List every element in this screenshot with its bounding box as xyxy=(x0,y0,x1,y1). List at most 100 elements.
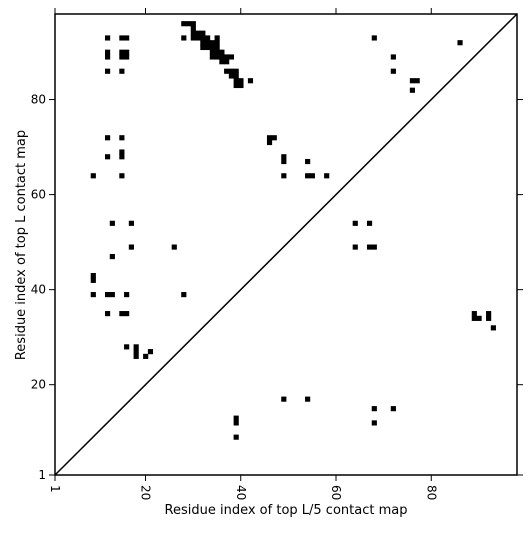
contact-point xyxy=(486,311,492,317)
contact-point xyxy=(190,25,196,32)
contact-point xyxy=(233,420,239,426)
contact-point xyxy=(214,40,220,46)
contact-point xyxy=(209,54,215,60)
contact-point xyxy=(414,78,420,84)
contact-point xyxy=(109,254,115,260)
x-tick-label: 1 xyxy=(48,485,62,493)
x-tick-label: 40 xyxy=(234,485,248,500)
contact-point xyxy=(233,73,239,79)
contact-point xyxy=(214,49,220,55)
contact-point xyxy=(390,68,396,74)
contact-point xyxy=(324,173,330,179)
contact-point xyxy=(219,54,225,60)
contact-point xyxy=(409,78,415,84)
y-tick-label: 60 xyxy=(31,188,46,202)
contact-point xyxy=(214,44,220,51)
contact-point xyxy=(205,35,211,41)
contact-point xyxy=(133,353,139,359)
contact-point xyxy=(209,40,215,46)
contact-point xyxy=(247,78,254,84)
contact-point xyxy=(305,158,311,165)
contact-point xyxy=(181,35,187,41)
contact-point xyxy=(371,420,377,426)
y-tick-label: 40 xyxy=(31,283,46,297)
contact-point xyxy=(490,325,496,331)
contact-point xyxy=(195,30,201,36)
contact-point xyxy=(90,292,96,298)
contact-point xyxy=(224,68,230,74)
y-tick-label: 20 xyxy=(31,378,46,392)
contact-point xyxy=(366,244,373,250)
contact-point xyxy=(266,139,273,146)
contact-point xyxy=(219,49,225,55)
contact-point xyxy=(119,54,125,60)
contact-point xyxy=(133,349,139,355)
x-axis-label: Residue index of top L/5 contact map xyxy=(165,503,408,518)
x-tick-label: 80 xyxy=(424,485,438,500)
contact-point xyxy=(238,78,244,84)
contact-point xyxy=(143,353,149,359)
contact-point xyxy=(190,35,196,41)
plot-frame xyxy=(54,13,518,476)
contact-point xyxy=(205,40,211,46)
contact-point xyxy=(228,54,235,60)
ticks-layer: 1 20 40 60 80 1 20 40 60 80 xyxy=(31,8,523,500)
contact-point xyxy=(281,154,287,160)
contact-point xyxy=(124,311,130,317)
contact-point xyxy=(233,78,239,84)
contact-point xyxy=(457,40,463,46)
contact-point xyxy=(124,35,130,41)
contact-point xyxy=(90,277,96,283)
contact-point xyxy=(119,135,125,141)
contact-point xyxy=(281,396,287,402)
contact-point xyxy=(195,35,201,41)
contact-point xyxy=(185,21,192,27)
contact-point xyxy=(214,35,220,41)
contact-point xyxy=(119,68,125,74)
contact-point xyxy=(105,49,111,55)
contact-point xyxy=(200,40,206,46)
contact-point xyxy=(228,68,235,74)
contact-point xyxy=(352,244,358,250)
contact-point xyxy=(352,220,358,226)
contact-point xyxy=(119,311,125,317)
contact-point xyxy=(271,135,277,141)
y-tick-label: 1 xyxy=(38,468,46,482)
contact-point xyxy=(233,82,239,89)
contact-point xyxy=(109,292,115,298)
contact-point xyxy=(214,54,220,60)
contact-point xyxy=(109,220,115,226)
x-tick-label: 20 xyxy=(138,485,152,500)
contact-point xyxy=(371,406,377,412)
contact-point xyxy=(409,87,415,93)
contact-point xyxy=(105,68,111,74)
contact-point xyxy=(224,59,230,65)
contact-point xyxy=(219,59,225,65)
contact-point xyxy=(128,220,134,226)
contact-point xyxy=(105,292,111,298)
contact-point xyxy=(181,292,187,298)
contact-point xyxy=(371,35,377,41)
contact-point xyxy=(205,44,211,51)
y-tick-label: 80 xyxy=(31,93,46,107)
contact-point xyxy=(124,54,130,60)
x-tick-label: 60 xyxy=(329,485,343,500)
contact-point xyxy=(309,173,315,179)
contact-point xyxy=(200,44,206,51)
contact-point xyxy=(181,21,187,27)
contact-point xyxy=(105,154,111,160)
contact-point xyxy=(124,49,130,55)
contact-point xyxy=(390,54,396,60)
contact-point xyxy=(105,54,111,60)
contact-point xyxy=(228,73,235,79)
contact-point xyxy=(105,135,111,141)
contact-point xyxy=(281,158,287,165)
contact-point xyxy=(119,154,125,160)
contact-point xyxy=(119,149,125,155)
contact-point xyxy=(305,396,311,402)
contact-point xyxy=(200,30,206,36)
y-axis-label: Residue index of top L contact map xyxy=(14,130,29,360)
contact-point xyxy=(476,315,482,321)
